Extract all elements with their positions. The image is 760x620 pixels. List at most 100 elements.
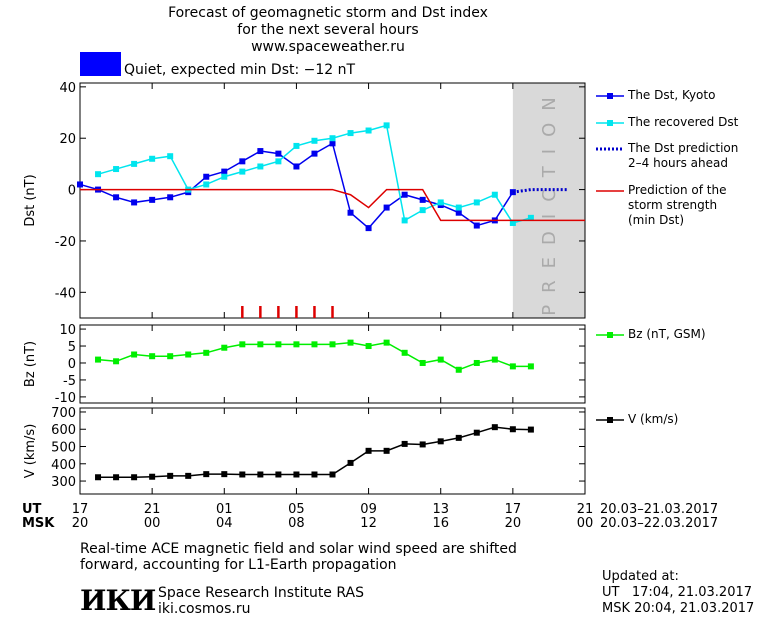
series-point <box>293 341 300 348</box>
series-point <box>221 173 228 180</box>
legend-entry: The Dst, Kyoto <box>628 88 716 102</box>
series-point <box>509 363 516 370</box>
x-tick-label-msk: 00 <box>144 516 161 531</box>
series-point <box>419 441 426 448</box>
panel-frame <box>79 324 586 404</box>
x-tick-label: 17 <box>72 502 89 517</box>
series-point <box>401 217 408 224</box>
series-point <box>311 341 318 348</box>
chart-title: for the next several hours <box>237 22 418 38</box>
legend-marker <box>607 332 613 338</box>
series-point <box>401 349 408 356</box>
y-tick-label: -20 <box>55 235 76 250</box>
x-tick-label-msk: 20 <box>72 516 89 531</box>
panel-frame <box>79 407 586 495</box>
series-point <box>113 474 120 481</box>
series-point <box>77 181 83 188</box>
series-point <box>149 196 156 203</box>
series-point <box>239 158 246 165</box>
series-point <box>329 471 336 478</box>
series-point <box>509 426 516 433</box>
series-point <box>473 359 480 366</box>
series-point <box>203 173 210 180</box>
chart-title: Forecast of geomagnetic storm and Dst in… <box>168 5 488 21</box>
status-text: Quiet, expected min Dst: −12 nT <box>124 62 356 78</box>
series-point <box>491 424 498 431</box>
prediction-zone <box>512 83 585 318</box>
series-point <box>347 459 354 466</box>
series-point <box>167 153 174 160</box>
y-axis-label: V (km/s) <box>23 424 38 479</box>
series-point <box>437 438 444 445</box>
series-point <box>383 339 390 346</box>
y-tick-label: -40 <box>55 286 76 301</box>
series-point <box>473 199 480 206</box>
series-point <box>509 219 516 226</box>
series-line <box>512 188 567 194</box>
y-axis-label: Bz (nT) <box>23 341 38 387</box>
series-line <box>80 188 585 222</box>
series-point <box>401 191 408 198</box>
series-point <box>239 168 246 175</box>
series-point <box>437 199 444 206</box>
y-tick-label: 700 <box>51 406 76 421</box>
series-point <box>455 434 462 441</box>
series-point <box>203 471 210 478</box>
y-tick-label: 400 <box>51 458 76 473</box>
footnote: forward, accounting for L1-Earth propaga… <box>80 557 397 573</box>
series-point <box>239 341 246 348</box>
series-point <box>275 341 282 348</box>
y-tick-label: 500 <box>51 441 76 456</box>
series-point <box>149 353 156 360</box>
series-point <box>167 194 174 201</box>
series-point <box>293 163 300 170</box>
series-point <box>329 140 336 147</box>
series-point <box>473 429 480 436</box>
x-tick-label-msk: 04 <box>216 516 233 531</box>
footnote: Real-time ACE magnetic field and solar w… <box>80 541 517 557</box>
series-point <box>437 356 444 363</box>
series-point <box>347 339 354 346</box>
updated: MSK 20:04, 21.03.2017 <box>602 601 754 616</box>
x-tick-label: 17 <box>505 502 522 517</box>
series-point <box>527 214 534 221</box>
series-point <box>347 209 354 216</box>
series-point <box>419 207 426 214</box>
series-point <box>383 204 390 211</box>
series-point <box>491 191 498 198</box>
series-line <box>79 142 514 230</box>
series-point <box>167 472 174 479</box>
series-point <box>95 356 102 363</box>
ut-label: UT <box>22 502 42 517</box>
y-tick-label: 0 <box>68 357 76 372</box>
series-point <box>419 196 426 203</box>
logo: ИКИ <box>80 584 156 617</box>
series-point <box>527 363 534 370</box>
series-point <box>329 341 336 348</box>
series-point <box>257 471 264 478</box>
x-tick-label-msk: 00 <box>577 516 594 531</box>
msk-range: 20.03–22.03.2017 <box>600 516 718 531</box>
legend-marker <box>607 93 613 99</box>
series-point <box>329 135 336 142</box>
y-tick-label: 5 <box>68 340 76 355</box>
series-point <box>149 473 156 480</box>
ut-range: 20.03–21.03.2017 <box>600 502 718 517</box>
series-point <box>383 447 390 454</box>
series-point <box>221 471 228 478</box>
x-tick-label-msk: 20 <box>505 516 522 531</box>
series-point <box>419 359 426 366</box>
series-point <box>257 148 264 155</box>
series-point <box>491 356 498 363</box>
y-tick-label: 10 <box>59 323 76 338</box>
series-point <box>131 474 138 481</box>
series-point <box>455 204 462 211</box>
series-point <box>113 166 120 173</box>
panel-frame <box>79 82 586 319</box>
series-point <box>293 471 300 478</box>
series-point <box>455 366 462 373</box>
legend-marker <box>607 120 613 126</box>
status-swatch <box>80 52 121 76</box>
series-point <box>347 130 354 137</box>
